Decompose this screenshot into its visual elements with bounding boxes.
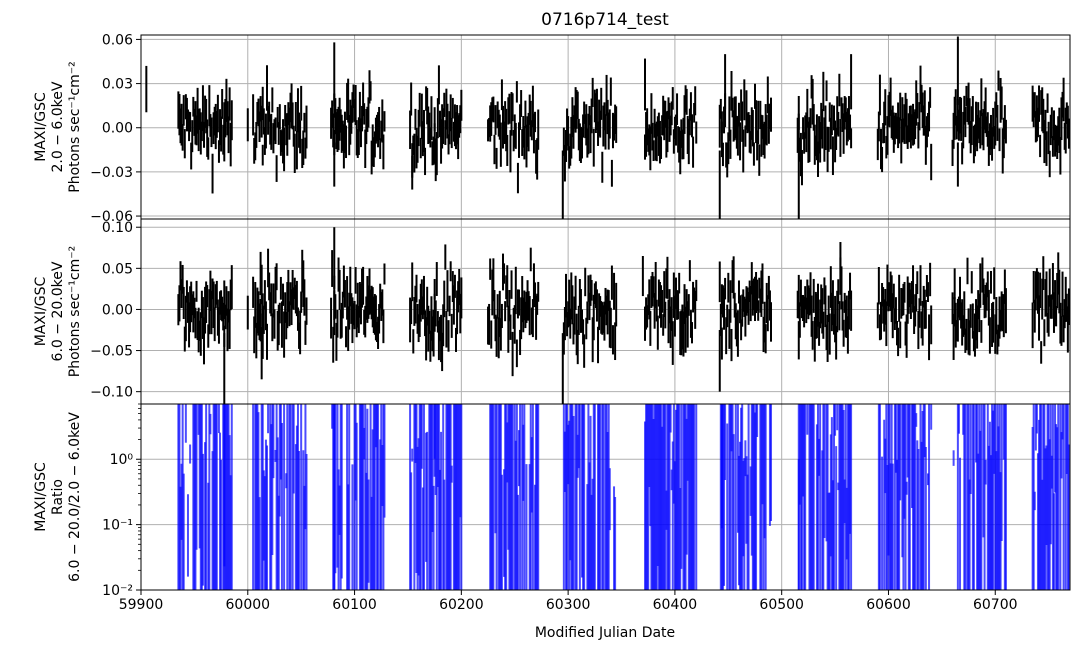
y-tick-label: 10⁻¹ [102,518,133,534]
y-axis-label-line: MAXI/GSC [33,92,49,162]
y-tick-label: −0.05 [90,344,133,360]
x-tick-label: 60100 [332,597,377,613]
y-tick-label: 10⁰ [110,452,134,468]
y-tick-label: 0.10 [102,220,133,236]
y-tick-label: 0.06 [102,32,133,48]
panel-ratio: 10⁻² 10⁻¹ 10⁰ MAXI/GSCRatio6.0 − 20.0/2.0 −… [33,403,1071,599]
y-axis-label-line: 6.0 − 20.0keV [50,261,66,361]
panel-hard: −0.10 −0.05 0.00 0.05 0.10 MAXI/GSC6.0 − 20.0… [33,218,1071,405]
x-tick-label: 60000 [226,597,271,613]
y-axis-label-line: Ratio [50,479,66,515]
x-tick-label: 60300 [546,597,591,613]
x-tick-label: 60700 [973,597,1018,613]
y-axis-label-line: 6.0 − 20.0/2.0 − 6.0keV [67,412,83,582]
chart-title: 0716p714_test [541,10,669,30]
data-hard [177,227,1070,404]
y-axis-label-line: Photons sec⁻¹cm⁻² [67,246,83,378]
y-tick-label: −0.06 [90,209,133,225]
y-axis-label: MAXI/GSC2.0 − 6.0keVPhotons sec⁻¹cm⁻² [33,61,83,193]
x-tick-label: 60500 [759,597,804,613]
x-axis-label: Modified Julian Date [535,625,675,641]
y-axis-label-line: MAXI/GSC [33,462,49,532]
y-tick-label: −0.03 [90,165,133,181]
y-axis-label-line: MAXI/GSC [33,276,49,346]
x-tick-label: 60600 [866,597,911,613]
y-tick-label: 0.00 [102,121,133,137]
y-tick-label: 10⁻² [102,583,133,599]
data-soft [145,36,1070,219]
y-tick-label: −0.10 [90,385,133,401]
y-axis-label: MAXI/GSCRatio6.0 − 20.0/2.0 − 6.0keV [33,412,83,582]
y-axis-label: MAXI/GSC6.0 − 20.0keVPhotons sec⁻¹cm⁻² [33,246,83,378]
y-tick-label: 0.05 [102,261,133,277]
y-tick-label: 0.03 [102,77,133,93]
panel-frame [140,403,1071,591]
panel-soft: −0.06 −0.03 0.00 0.03 0.06 MAXI/GSC2.0 − 6.0k… [33,32,1071,225]
x-tick-label: 60200 [439,597,484,613]
x-tick-label: 59900 [119,597,164,613]
x-tick-label: 60400 [653,597,698,613]
y-axis-label-line: 2.0 − 6.0keV [50,81,66,172]
y-axis-label-line: Photons sec⁻¹cm⁻² [67,61,83,193]
y-tick-label: 0.00 [102,302,133,318]
data-ratio [177,404,1070,590]
